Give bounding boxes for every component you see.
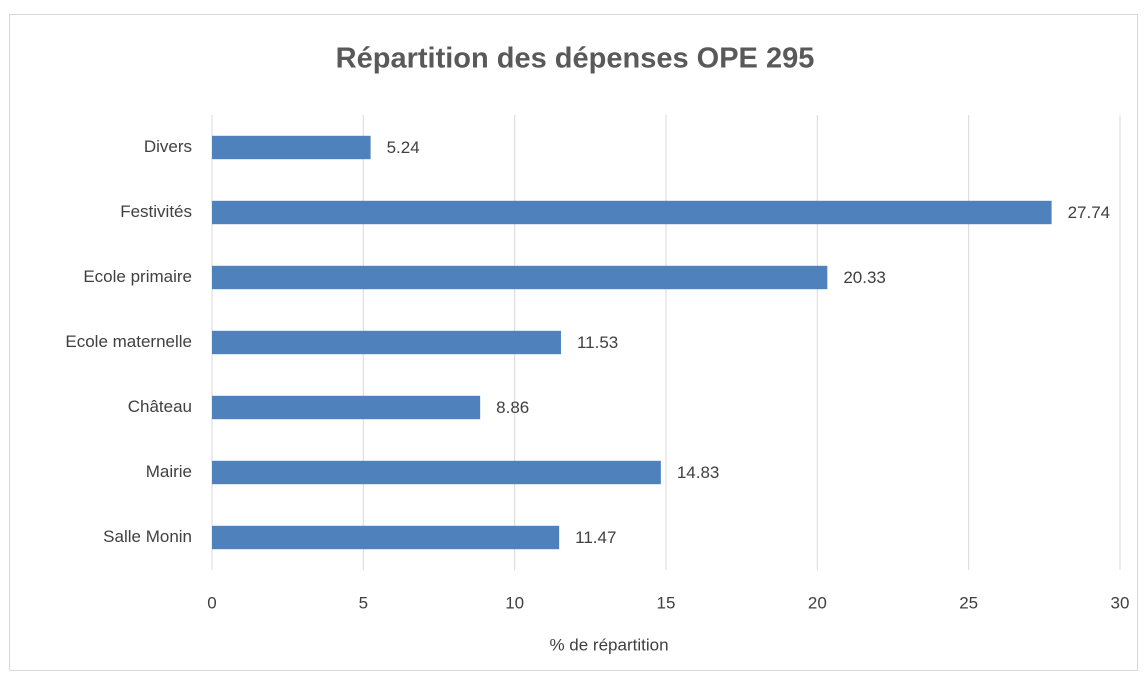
- y-tick-label: Divers: [144, 137, 192, 156]
- bar: [212, 330, 561, 355]
- chart-title: Répartition des dépenses OPE 295: [336, 43, 815, 75]
- data-label: 20.33: [843, 268, 886, 287]
- data-label: 11.53: [577, 333, 618, 352]
- data-label: 8.86: [496, 398, 529, 417]
- y-tick-label: Château: [128, 397, 192, 416]
- bar: [212, 200, 1052, 225]
- x-tick-label: 0: [207, 593, 216, 612]
- x-axis-label: % de répartition: [549, 635, 668, 654]
- x-tick-label: 10: [505, 593, 524, 612]
- y-tick-label: Festivités: [120, 202, 192, 221]
- y-tick-label: Salle Monin: [103, 527, 192, 546]
- data-label: 11.47: [575, 528, 616, 547]
- x-tick-label: 25: [959, 593, 978, 612]
- y-tick-label: Mairie: [146, 462, 192, 481]
- y-tick-label: Ecole primaire: [83, 267, 192, 286]
- bar: [212, 525, 560, 550]
- bar: [212, 265, 828, 290]
- data-label: 27.74: [1068, 203, 1111, 222]
- y-tick-label: Ecole maternelle: [65, 332, 192, 351]
- bar: [212, 460, 661, 485]
- x-tick-label: 5: [359, 593, 368, 612]
- x-tick-label: 15: [657, 593, 676, 612]
- data-label: 5.24: [387, 138, 420, 157]
- chart-border: [9, 14, 1138, 671]
- x-tick-label: 30: [1111, 593, 1130, 612]
- x-tick-label: 20: [808, 593, 827, 612]
- bar: [212, 395, 481, 420]
- data-label: 14.83: [677, 463, 720, 482]
- bar: [212, 135, 371, 160]
